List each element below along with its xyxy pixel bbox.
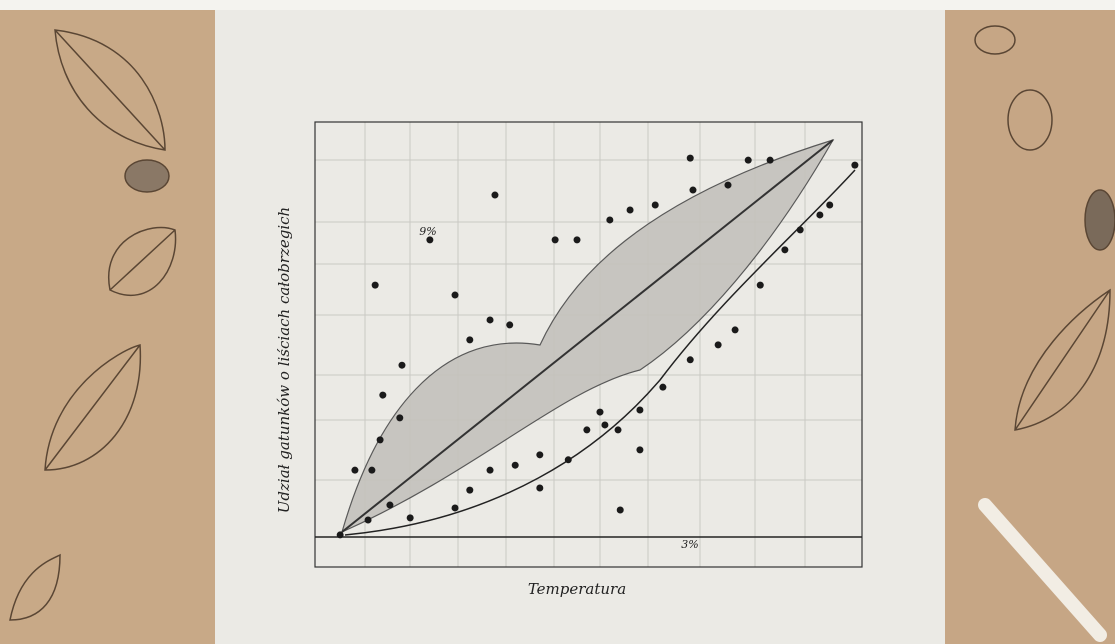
scatter-point [636, 446, 644, 454]
scatter-point [596, 408, 604, 416]
scatter-point [816, 211, 824, 219]
plot-frame [314, 121, 863, 568]
scatter-point [351, 466, 359, 474]
scatter-point [376, 436, 384, 444]
scatter-point [626, 206, 634, 214]
x-axis-label: Temperatura [528, 580, 626, 598]
annotation: 9% [419, 225, 436, 238]
scatter-point [536, 484, 544, 492]
scatter-point [731, 326, 739, 334]
scatter-point [601, 421, 609, 429]
annotation: 3% [681, 538, 698, 551]
scatter-point [426, 236, 434, 244]
scatter-point [781, 246, 789, 254]
scatter-point [714, 341, 722, 349]
scatter-point [511, 461, 519, 469]
right-panel [945, 10, 1115, 644]
scatter-point [606, 216, 614, 224]
scatter-point [451, 291, 459, 299]
scatter-point [406, 514, 414, 522]
scatter-point [724, 181, 732, 189]
scatter-point [686, 356, 694, 364]
scatter-point [636, 406, 644, 414]
scatter-point [766, 156, 774, 164]
trend-curve [344, 169, 856, 536]
scatter-point [564, 456, 572, 464]
scatter-point [826, 201, 834, 209]
pencil [978, 498, 1107, 642]
scatter-point [364, 516, 372, 524]
scatter-point [614, 426, 622, 434]
scatter-point [689, 186, 697, 194]
scatter-point [651, 201, 659, 209]
scatter-point [659, 383, 667, 391]
scatter-point [466, 486, 474, 494]
scatter-point [336, 531, 344, 539]
scatter-point [686, 154, 694, 162]
scatter-point [744, 156, 752, 164]
scatter-point [616, 506, 624, 514]
y-axis-label: Udział gatunków o liściach całobrzegich [275, 207, 293, 513]
scatter-point [466, 336, 474, 344]
scatter-point [379, 391, 387, 399]
scatter-point [398, 361, 406, 369]
scatter-point [756, 281, 764, 289]
scatter-point [486, 316, 494, 324]
scatter-point [386, 501, 394, 509]
scatter-point [851, 161, 859, 169]
scatter-point [491, 191, 499, 199]
decor-leaves [9, 25, 1115, 621]
scatter-point [371, 281, 379, 289]
scatter-point [551, 236, 559, 244]
left-panel [0, 10, 215, 644]
scatter-point [506, 321, 514, 329]
scatter-point [368, 466, 376, 474]
scatter-point [486, 466, 494, 474]
scatter-point [573, 236, 581, 244]
scatter-point [796, 226, 804, 234]
leaf-midrib [341, 139, 834, 533]
scatter-point [396, 414, 404, 422]
scatter-point [536, 451, 544, 459]
scatter-point [451, 504, 459, 512]
scatter-point [583, 426, 591, 434]
